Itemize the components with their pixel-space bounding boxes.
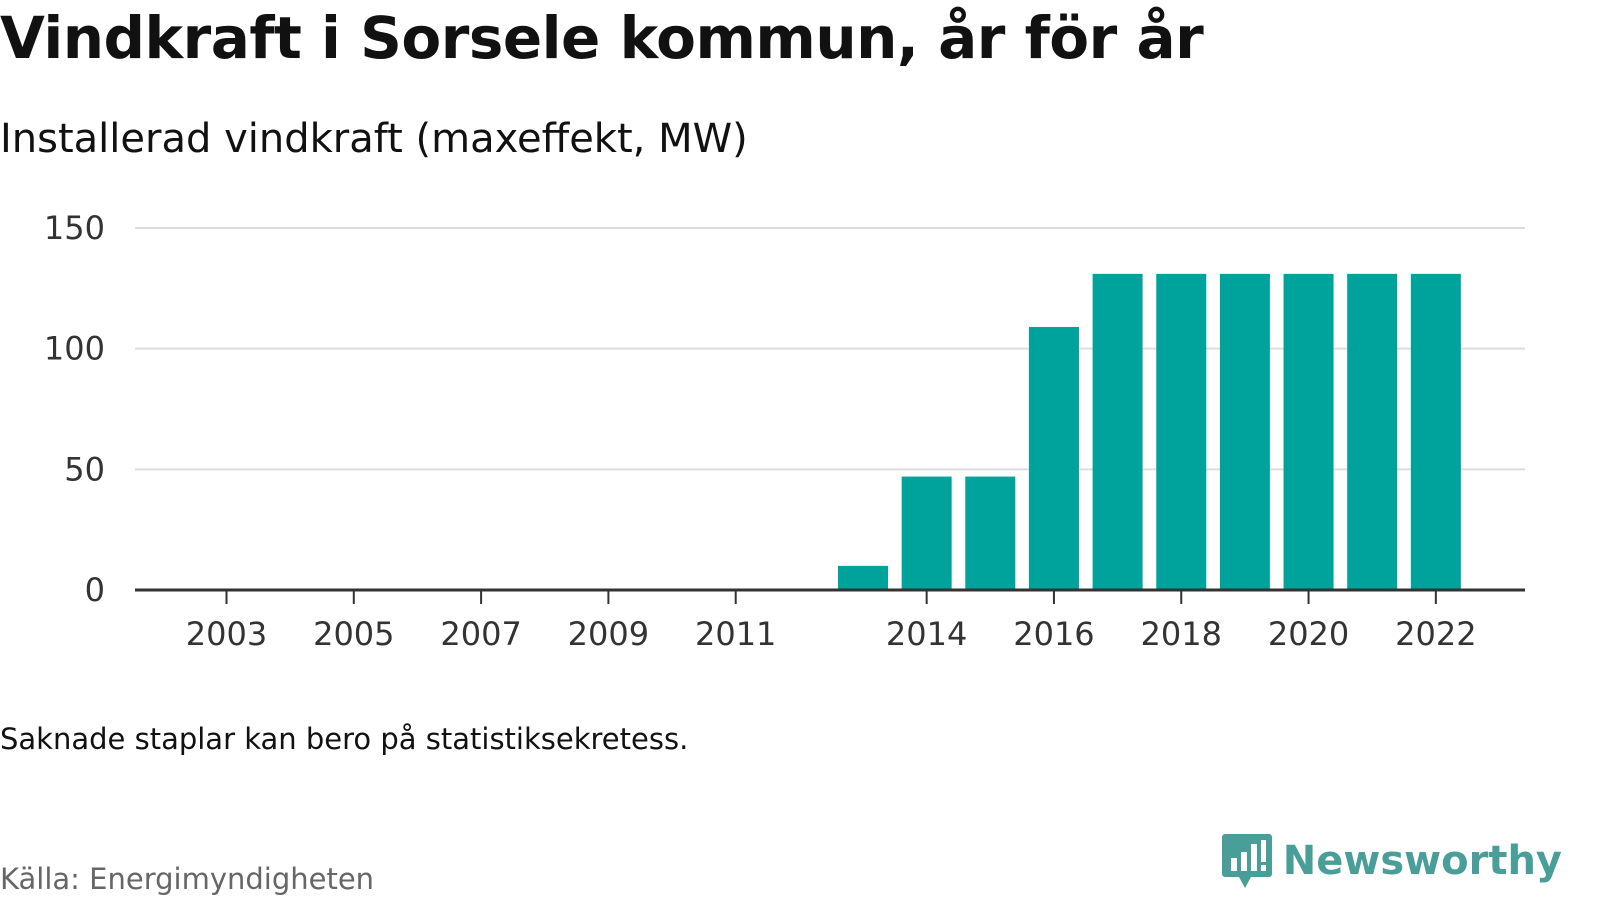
y-tick-label: 150 bbox=[44, 209, 105, 247]
bar bbox=[1219, 273, 1270, 590]
bar bbox=[901, 476, 952, 590]
y-tick-label: 0 bbox=[85, 571, 105, 609]
x-tick-label: 2014 bbox=[886, 615, 967, 653]
chart-note: Saknade staplar kan bero på statistiksek… bbox=[0, 722, 689, 756]
bar bbox=[1028, 326, 1079, 590]
bar bbox=[838, 565, 888, 590]
x-tick-label: 2005 bbox=[313, 615, 394, 653]
bar bbox=[1347, 273, 1398, 590]
chart-subtitle: Installerad vindkraft (maxeffekt, MW) bbox=[0, 116, 748, 162]
x-tick-label: 2016 bbox=[1013, 615, 1094, 653]
x-tick-label: 2007 bbox=[440, 615, 521, 653]
bar bbox=[1156, 273, 1207, 590]
x-tick-label: 2003 bbox=[186, 615, 267, 653]
x-tick-label: 2009 bbox=[568, 615, 649, 653]
bar bbox=[1283, 273, 1334, 590]
y-tick-label: 100 bbox=[44, 330, 105, 368]
bar bbox=[965, 476, 1016, 590]
source-credit: Källa: Energimyndigheten bbox=[0, 862, 375, 896]
brand-name: Newsworthy bbox=[1282, 838, 1562, 884]
bar-chart-speech-bubble-icon bbox=[1221, 834, 1272, 888]
bar bbox=[1092, 273, 1143, 590]
bar bbox=[1410, 273, 1461, 590]
x-tick-label: 2018 bbox=[1141, 615, 1222, 653]
x-tick-label: 2022 bbox=[1395, 615, 1476, 653]
x-tick-label: 2011 bbox=[695, 615, 776, 653]
brand-logo: Newsworthy bbox=[1221, 832, 1562, 890]
y-tick-label: 50 bbox=[64, 450, 105, 488]
x-tick-label: 2020 bbox=[1268, 615, 1349, 653]
chart-title: Vindkraft i Sorsele kommun, år för år bbox=[0, 4, 1204, 72]
bar-chart: 0 50 100 150 2003 2005 2007 2009 2011 2014 2016 201… bbox=[44, 209, 1525, 653]
